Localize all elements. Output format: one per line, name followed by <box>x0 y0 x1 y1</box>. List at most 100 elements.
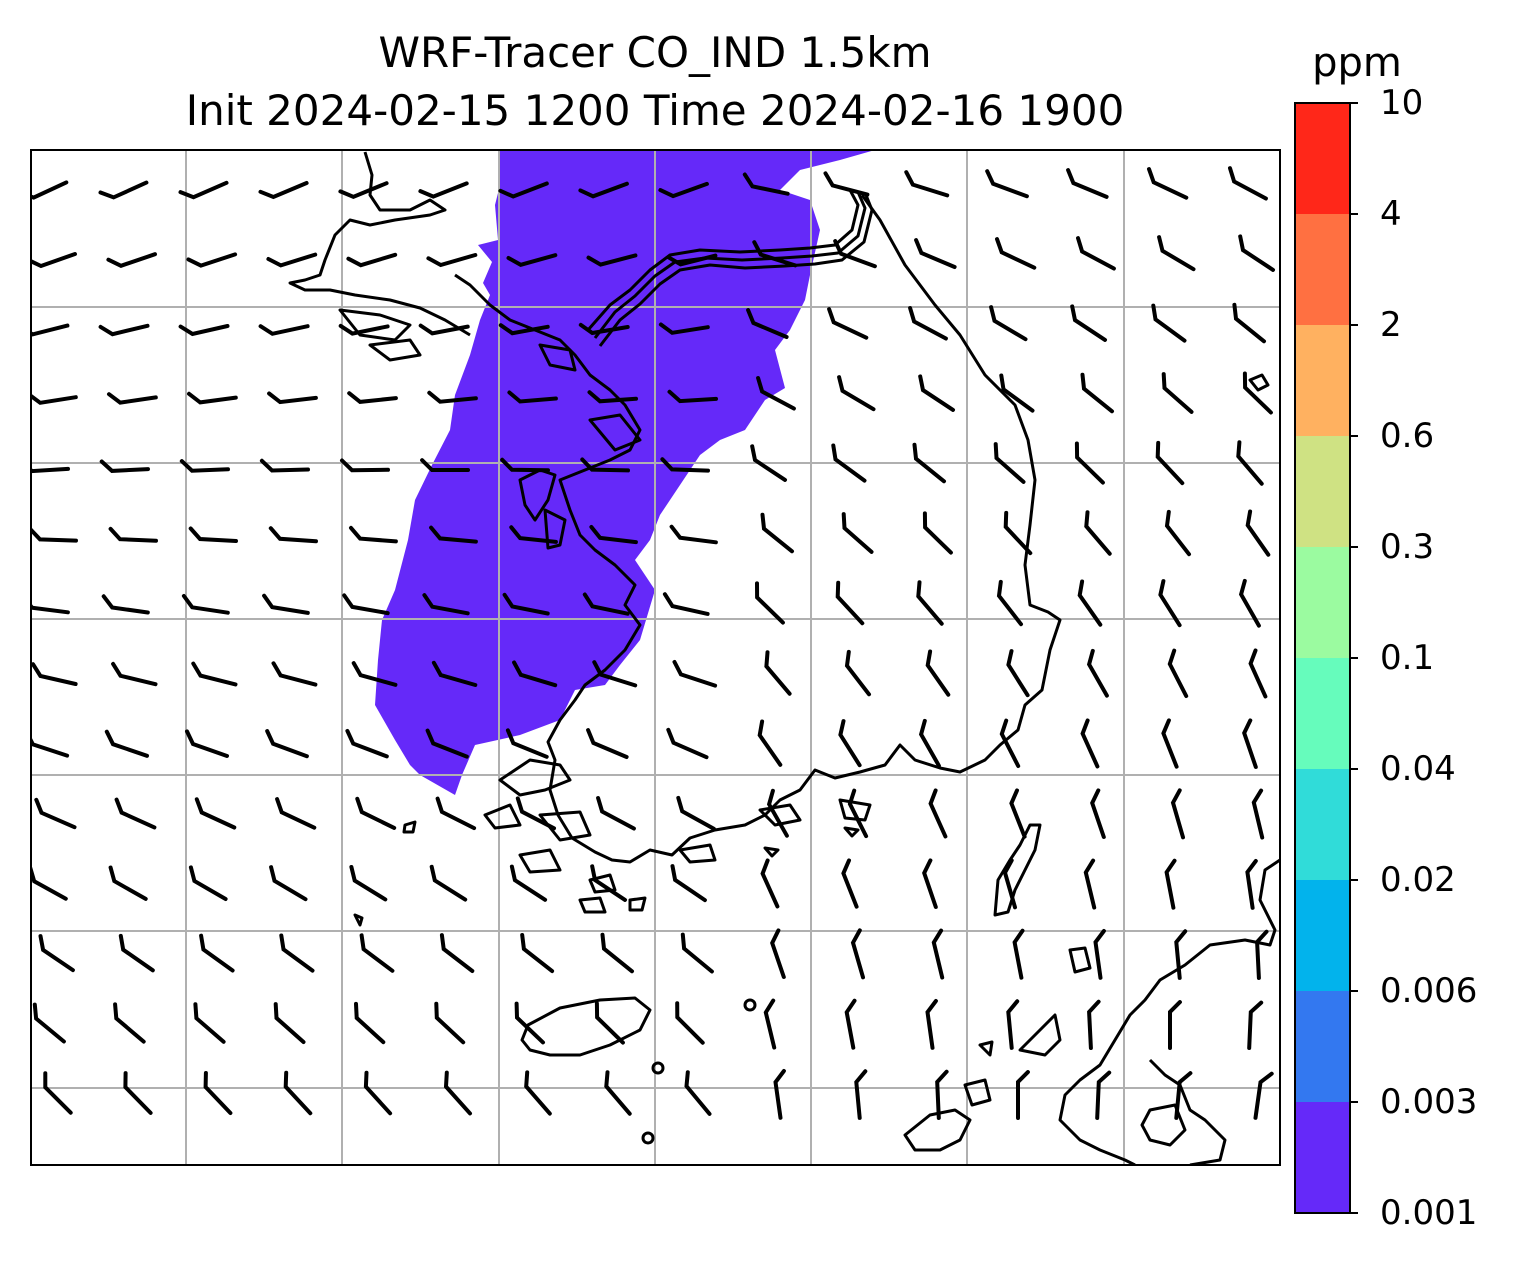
map-plot-area <box>31 150 1280 1165</box>
wind-barb <box>108 865 148 901</box>
wind-barb <box>265 729 309 759</box>
wind-barb <box>512 660 558 688</box>
colorbar-tick-label: 0.001 <box>1380 1193 1478 1233</box>
colorbar-tick-label: 0.3 <box>1380 527 1435 567</box>
wind-barb <box>1168 1000 1182 1050</box>
wind-barb <box>916 580 944 626</box>
wind-barb <box>760 858 780 909</box>
wind-barb <box>587 390 638 404</box>
colorbar-tick-label: 0.02 <box>1380 860 1456 900</box>
colorbar-segment <box>1295 436 1350 547</box>
wind-barb <box>667 389 718 404</box>
colorbar-segment <box>1295 103 1350 214</box>
colorbar-tick-label: 0.006 <box>1380 971 1478 1011</box>
wind-barb <box>178 324 230 337</box>
wind-barb <box>1174 1071 1193 1120</box>
wind-barb <box>194 797 237 830</box>
wind-barb <box>349 525 398 544</box>
wind-barb <box>498 181 549 199</box>
wind-barb <box>1242 371 1273 415</box>
wind-barb <box>589 525 638 545</box>
wind-barb <box>418 181 469 199</box>
wind-barb <box>1248 648 1268 699</box>
wind-barb <box>188 526 238 543</box>
wind-barb <box>669 524 718 545</box>
wind-barb <box>928 788 948 839</box>
wind-barb <box>345 728 389 759</box>
wind-barb <box>847 788 869 839</box>
wind-barb <box>760 512 794 554</box>
wind-barb <box>506 253 558 267</box>
wind-barb <box>931 928 945 980</box>
wind-barb <box>266 252 318 268</box>
wind-barb <box>1086 648 1109 698</box>
wind-barb <box>268 526 318 544</box>
wind-barb <box>106 252 157 268</box>
wind-barb <box>912 442 946 484</box>
wind-barb <box>1161 718 1179 769</box>
wind-barb <box>838 719 862 768</box>
wind-barb <box>1157 235 1196 272</box>
wind-barb <box>31 736 70 758</box>
wind-barb <box>1232 302 1266 344</box>
chart-title-line-2: Init 2024-02-15 1200 Time 2024-02-16 190… <box>185 86 1125 135</box>
wind-barb <box>922 858 938 909</box>
wind-barb <box>429 525 478 544</box>
wind-barb <box>1164 509 1191 557</box>
wind-barb <box>191 661 238 687</box>
wind-barb <box>439 933 475 973</box>
wind-barb <box>123 1071 153 1115</box>
colorbar-tick-label: 0.1 <box>1380 638 1435 678</box>
wind-barb <box>1087 999 1101 1050</box>
wind-barb <box>258 181 309 200</box>
wind-barb <box>835 580 865 626</box>
wind-barb <box>355 796 397 830</box>
wind-barb <box>199 933 235 973</box>
wind-barb <box>363 1070 393 1116</box>
wind-barb <box>193 1002 226 1044</box>
wind-barb <box>434 1001 466 1045</box>
wind-barb <box>841 858 859 909</box>
wind-barb <box>114 797 157 830</box>
wind-barb <box>1009 788 1027 839</box>
wind-barb <box>925 649 951 697</box>
wind-barb <box>1247 1000 1264 1050</box>
wind-barb <box>918 718 941 768</box>
colorbar-segment <box>1295 1102 1350 1213</box>
wind-barb <box>675 1001 705 1045</box>
wind-barb <box>98 323 150 337</box>
wind-barb <box>31 527 78 543</box>
wind-barb <box>922 511 953 555</box>
wind-barb <box>1245 859 1258 910</box>
wind-barb <box>989 305 1028 342</box>
wind-barb <box>1074 441 1105 485</box>
wind-barb <box>509 864 548 902</box>
wind-barb <box>1147 167 1189 200</box>
wind-barb <box>600 932 634 974</box>
wind-barb <box>338 323 390 336</box>
colorbar-tick-label: 10 <box>1380 83 1424 123</box>
wind-barb <box>670 864 707 903</box>
wind-barb <box>841 512 874 554</box>
wind-barb <box>1095 1070 1112 1120</box>
wind-barb <box>505 728 549 759</box>
wind-barb <box>118 933 155 973</box>
wind-barb <box>773 1069 786 1120</box>
wind-barb <box>854 1069 868 1120</box>
wind-barb <box>1003 510 1033 556</box>
wind-barb <box>498 323 550 336</box>
wind-barb <box>742 172 790 196</box>
wind-barb <box>666 253 718 267</box>
colorbar-tick-label: 4 <box>1380 194 1402 234</box>
wind-barb <box>111 661 158 687</box>
wind-barb <box>578 181 629 199</box>
colorbar-tick-label: 0.6 <box>1380 416 1435 456</box>
wind-barb <box>1251 788 1265 840</box>
wind-barb <box>757 719 783 767</box>
wind-barb <box>1245 509 1271 557</box>
wind-barb <box>823 171 870 197</box>
wind-barb <box>425 728 469 759</box>
wind-barb <box>178 180 229 200</box>
wind-barb <box>684 1070 712 1116</box>
